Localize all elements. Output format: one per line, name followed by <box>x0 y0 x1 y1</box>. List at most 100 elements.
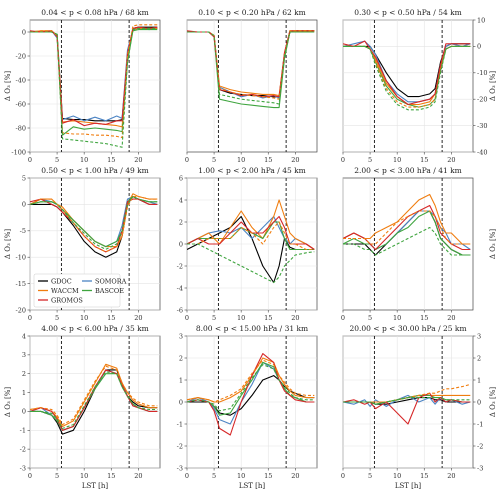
series-group <box>343 40 471 111</box>
legend-label: SOMORA <box>95 277 127 285</box>
series-group <box>187 30 315 109</box>
x-tick-label: 5 <box>55 156 59 164</box>
series-group <box>30 193 158 258</box>
x-tick-label: 20 <box>291 314 299 322</box>
series-line-waccm <box>343 193 471 245</box>
y-tick-label: 3 <box>477 332 481 340</box>
y-tick-label: -2 <box>177 262 183 270</box>
series-group <box>187 353 315 436</box>
y-axis-label: Δ O₃ [%] <box>4 387 12 417</box>
series-line-dashed-5 <box>187 30 315 100</box>
y-tick-label: -20 <box>16 306 26 314</box>
series-line-dashed-6 <box>30 371 158 429</box>
subplot-title: 0.30 < p < 0.50 hPa / 54 km <box>354 8 462 17</box>
legend-label: BASCOE <box>95 287 124 295</box>
y-axis-label: Δ O₃ [%] <box>4 71 12 101</box>
y-tick-label: 2 <box>179 354 183 362</box>
x-tick-label: 10 <box>80 472 88 480</box>
series-group <box>30 24 158 148</box>
subplot-1: 0.04 < p < 0.08 hPa / 68 km 0 5 10 15 20 0 -20 -… <box>4 8 161 164</box>
x-axis-label: LST [h] <box>239 482 266 490</box>
y-tick-label: -40 <box>477 148 487 156</box>
series-line-gromos <box>187 353 315 436</box>
series-group <box>343 383 471 425</box>
x-tick-label: 20 <box>447 472 455 480</box>
y-tick-label: 10 <box>477 16 485 24</box>
series-line-dashed-6 <box>30 195 158 250</box>
y-axis-label: Δ O₃ [%] <box>489 71 497 101</box>
series-line-dashed-6 <box>30 27 158 148</box>
y-tick-label: 4 <box>22 332 26 340</box>
series-line-dashed-6 <box>343 45 471 111</box>
plot-frame <box>29 19 161 153</box>
subplot-title: 8.00 < p < 15.00 hPa / 31 km <box>196 324 308 333</box>
series-line-dashed-6 <box>187 364 315 412</box>
x-tick-label: 10 <box>237 472 245 480</box>
series-line-bascoe <box>343 45 471 108</box>
y-tick-label: 3 <box>22 351 26 359</box>
legend-label: GROMOS <box>51 296 83 304</box>
series-line-dashed-5 <box>30 365 158 426</box>
subplot-9: 20.00 < p < 30.00 hPa / 25 km0 5 10 15 20321… <box>341 324 497 490</box>
y-tick-label: -2 <box>177 442 183 450</box>
x-axis-label: LST [h] <box>82 482 109 490</box>
series-line-dashed-5 <box>30 195 158 253</box>
x-tick-label: 15 <box>264 314 272 322</box>
series-line-dashed-6 <box>187 31 315 105</box>
x-tick-label: 5 <box>368 314 372 322</box>
subplot-8: 8.00 < p < 15.00 hPa / 31 km0 5 10 15 203210… <box>177 324 318 490</box>
series-line-dashed-5 <box>30 24 158 139</box>
y-tick-label: 1 <box>22 389 26 397</box>
subplot-title: 0.50 < p < 1.00 hPa / 49 km <box>41 166 149 175</box>
series-line-bascoe <box>187 361 315 416</box>
y-tick-label: 2 <box>477 354 481 362</box>
series-line-gromos <box>30 369 158 431</box>
x-tick-label: 5 <box>55 314 59 322</box>
series-line-dashed-5 <box>343 210 471 245</box>
y-tick-label: -1 <box>477 420 483 428</box>
series-line-gromos <box>30 198 158 253</box>
x-tick-label: 5 <box>55 472 59 480</box>
y-tick-label: 0 <box>22 201 26 209</box>
y-tick-label: 2 <box>22 370 26 378</box>
x-tick-label: 20 <box>291 156 299 164</box>
x-tick-label: 15 <box>107 472 115 480</box>
plot-frame <box>29 335 161 469</box>
x-tick-label: 0 <box>185 472 189 480</box>
series-line-dashed-6 <box>187 243 315 284</box>
y-tick-label: -10 <box>477 69 487 77</box>
series-line-dashed-5 <box>343 45 471 108</box>
series-group <box>187 199 315 284</box>
series-group <box>343 193 471 256</box>
x-tick-label: 10 <box>393 314 401 322</box>
x-tick-label: 20 <box>447 156 455 164</box>
series-line-gromos <box>343 392 471 425</box>
y-tick-label: -4 <box>177 284 183 292</box>
subplot-title: 0.04 < p < 0.08 hPa / 68 km <box>41 8 149 17</box>
y-tick-label: -30 <box>477 122 487 130</box>
x-tick-label: 15 <box>264 472 272 480</box>
x-tick-label: 10 <box>393 472 401 480</box>
x-tick-label: 20 <box>291 472 299 480</box>
x-tick-label: 15 <box>107 156 115 164</box>
y-tick-label: -3 <box>177 464 183 472</box>
series-line-somora <box>187 215 315 250</box>
x-tick-label: 10 <box>80 156 88 164</box>
x-tick-label: 15 <box>420 314 428 322</box>
series-line-dashed-6 <box>343 226 471 256</box>
y-axis-label: Δ O₃ [%] <box>489 387 497 417</box>
y-tick-label: -3 <box>20 464 26 472</box>
x-tick-label: 20 <box>447 314 455 322</box>
subplot-3: 0.30 < p < 0.50 hPa / 54 km 0 5 10 15 20 10 0 -1… <box>341 8 497 164</box>
y-tick-label: 1 <box>477 376 481 384</box>
y-tick-label: -1 <box>20 427 26 435</box>
y-tick-label: 0 <box>179 398 183 406</box>
x-tick-label: 0 <box>341 314 345 322</box>
series-line-dashed-5 <box>187 359 315 403</box>
x-tick-label: 15 <box>264 156 272 164</box>
subplot-6: 2.00 < p < 3.00 hPa / 41 km 0 5 10 15 20 Δ O₃ … <box>341 166 497 322</box>
x-tick-label: 5 <box>368 472 372 480</box>
legend-label: GDOC <box>51 277 72 285</box>
x-tick-label: 20 <box>134 156 142 164</box>
plot-frame <box>342 19 474 153</box>
